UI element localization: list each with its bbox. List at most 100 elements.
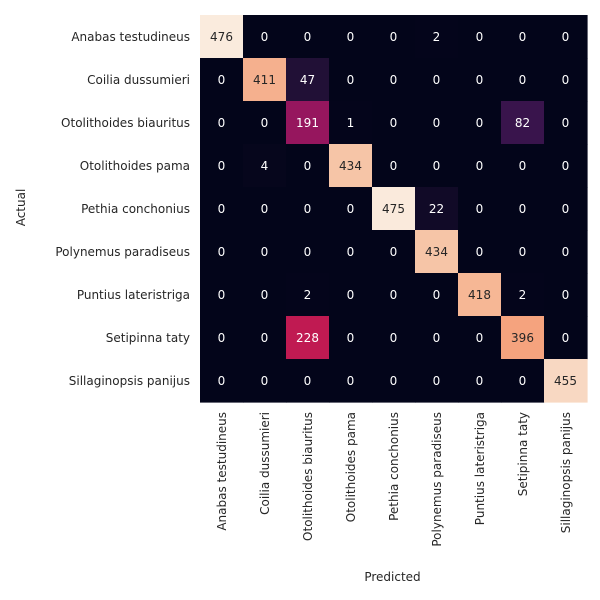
- heatmap-cell-value: 0: [562, 30, 570, 44]
- heatmap-cell: [544, 58, 588, 102]
- heatmap-cell-value: 2: [519, 288, 527, 302]
- heatmap-cell: [200, 359, 244, 403]
- heatmap-cell-value: 0: [261, 331, 269, 345]
- heatmap-cell: [329, 187, 373, 231]
- heatmap-cell: [501, 144, 545, 188]
- heatmap-cell-value: 0: [476, 374, 484, 388]
- heatmap-cell: [501, 359, 545, 403]
- heatmap-cell: [544, 273, 588, 317]
- heatmap-cell-value: 1: [347, 116, 355, 130]
- heatmap-cell-value: 434: [425, 245, 448, 259]
- heatmap-cell-value: 0: [433, 73, 441, 87]
- heatmap-cell-value: 2: [304, 288, 312, 302]
- heatmap-cell: [286, 230, 330, 274]
- heatmap-cell-value: 0: [519, 245, 527, 259]
- heatmap-cell-value: 0: [476, 73, 484, 87]
- heatmap-cell: [243, 144, 287, 188]
- heatmap-cell: [544, 144, 588, 188]
- heatmap-cell-value: 0: [304, 202, 312, 216]
- heatmap-cell-value: 0: [390, 331, 398, 345]
- heatmap-cell: [415, 15, 459, 59]
- heatmap-cell: [372, 144, 416, 188]
- heatmap-cell: [329, 58, 373, 102]
- heatmap-cell: [372, 101, 416, 145]
- heatmap-cell: [501, 230, 545, 274]
- heatmap-cell: [458, 144, 502, 188]
- x-tick-label: Setipinna taty: [516, 412, 530, 496]
- heatmap-cell: [544, 15, 588, 59]
- heatmap-cell: [200, 230, 244, 274]
- heatmap-cell-value: 0: [476, 30, 484, 44]
- heatmap-cell-value: 0: [476, 202, 484, 216]
- x-axis-tick-labels: Anabas testudineus Coilia dussumieri Otoli…: [215, 412, 573, 547]
- heatmap-cell: [372, 58, 416, 102]
- heatmap-cell-value: 411: [253, 73, 276, 87]
- heatmap-cell-value: 0: [519, 73, 527, 87]
- heatmap-cell: [501, 187, 545, 231]
- heatmap-cell-value: 0: [304, 245, 312, 259]
- y-axis-title: Actual: [14, 189, 28, 227]
- heatmap-cell: [458, 15, 502, 59]
- heatmap-cell: [501, 101, 545, 145]
- heatmap-cell: [458, 58, 502, 102]
- heatmap-cell-labels: 476 0 0 0 0 2 0 0 0 0 411 47 0 0 0 0 0 0 0 0 191 1 0 0 0 82 0 0 4 0 43…: [210, 30, 577, 388]
- heatmap-cell-value: 0: [218, 116, 226, 130]
- heatmap-cell: [372, 187, 416, 231]
- heatmap-cell: [415, 58, 459, 102]
- heatmap-cell: [458, 316, 502, 360]
- heatmap-cell: [415, 230, 459, 274]
- heatmap-cell: [415, 187, 459, 231]
- heatmap-cell-value: 0: [218, 159, 226, 173]
- y-tick-label: Otolithoides pama: [80, 159, 190, 173]
- heatmap-cell: [501, 58, 545, 102]
- heatmap-cell-value: 0: [347, 245, 355, 259]
- heatmap-cell-value: 2: [433, 30, 441, 44]
- y-tick-label: Puntius lateristriga: [77, 288, 190, 302]
- heatmap-cell: [200, 273, 244, 317]
- heatmap-cell: [329, 316, 373, 360]
- heatmap-cell: [415, 101, 459, 145]
- x-tick-label: Otolithoides biauritus: [301, 412, 315, 541]
- heatmap-cell-value: 0: [218, 374, 226, 388]
- heatmap-cell: [243, 230, 287, 274]
- heatmap-cell: [458, 273, 502, 317]
- heatmap-cell-value: 0: [261, 245, 269, 259]
- heatmap-cell-value: 0: [390, 30, 398, 44]
- heatmap-cell: [329, 273, 373, 317]
- heatmap-cell: [329, 359, 373, 403]
- y-tick-label: Setipinna taty: [106, 331, 190, 345]
- heatmap-cell: [544, 101, 588, 145]
- heatmap-cell: [286, 359, 330, 403]
- heatmap-cell-value: 0: [390, 288, 398, 302]
- heatmap-cell-value: 0: [519, 159, 527, 173]
- heatmap-cell-value: 396: [511, 331, 534, 345]
- heatmap-cell-value: 0: [218, 202, 226, 216]
- heatmap-cell-value: 0: [390, 245, 398, 259]
- x-tick-label: Anabas testudineus: [215, 412, 229, 531]
- heatmap-cell-value: 418: [468, 288, 491, 302]
- heatmap-cell-value: 0: [562, 288, 570, 302]
- heatmap-cell: [415, 273, 459, 317]
- heatmap-cell: [243, 101, 287, 145]
- heatmap-cell: [544, 230, 588, 274]
- heatmap-cell-value: 0: [347, 30, 355, 44]
- heatmap-cell: [243, 187, 287, 231]
- heatmap-cell-value: 0: [218, 245, 226, 259]
- x-axis-title: Predicted: [364, 570, 420, 584]
- y-tick-label: Otolithoides biauritus: [61, 116, 190, 130]
- heatmap-cell-value: 0: [433, 288, 441, 302]
- heatmap-cell: [415, 359, 459, 403]
- heatmap-cell-value: 0: [347, 288, 355, 302]
- heatmap-cell-value: 0: [347, 331, 355, 345]
- heatmap-cell-value: 0: [261, 116, 269, 130]
- heatmap-cell: [243, 15, 287, 59]
- heatmap-cell: [458, 359, 502, 403]
- heatmap-cell: [415, 316, 459, 360]
- heatmap-cell: [286, 58, 330, 102]
- heatmap-cell-value: 0: [261, 374, 269, 388]
- heatmap-cells: [200, 15, 588, 403]
- heatmap-cell: [544, 316, 588, 360]
- heatmap-cell-value: 0: [476, 331, 484, 345]
- heatmap-cell: [329, 144, 373, 188]
